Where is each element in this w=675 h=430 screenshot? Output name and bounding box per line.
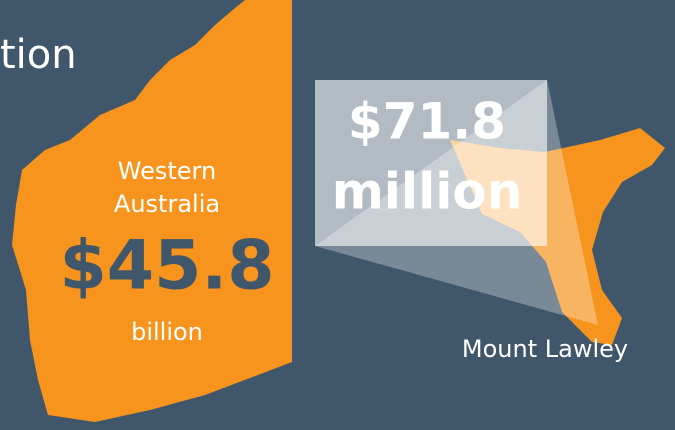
region-label: Australia — [114, 190, 220, 218]
western-australia-map — [12, 0, 292, 422]
value: $45.8 — [59, 227, 274, 306]
unit: billion — [131, 318, 203, 346]
zoom-box — [315, 80, 547, 246]
unit: million — [332, 163, 523, 221]
value: $71.8 — [348, 93, 506, 151]
place-label: Mount Lawley — [462, 335, 628, 363]
region-label: Western — [118, 157, 216, 185]
title: tion — [0, 32, 77, 78]
